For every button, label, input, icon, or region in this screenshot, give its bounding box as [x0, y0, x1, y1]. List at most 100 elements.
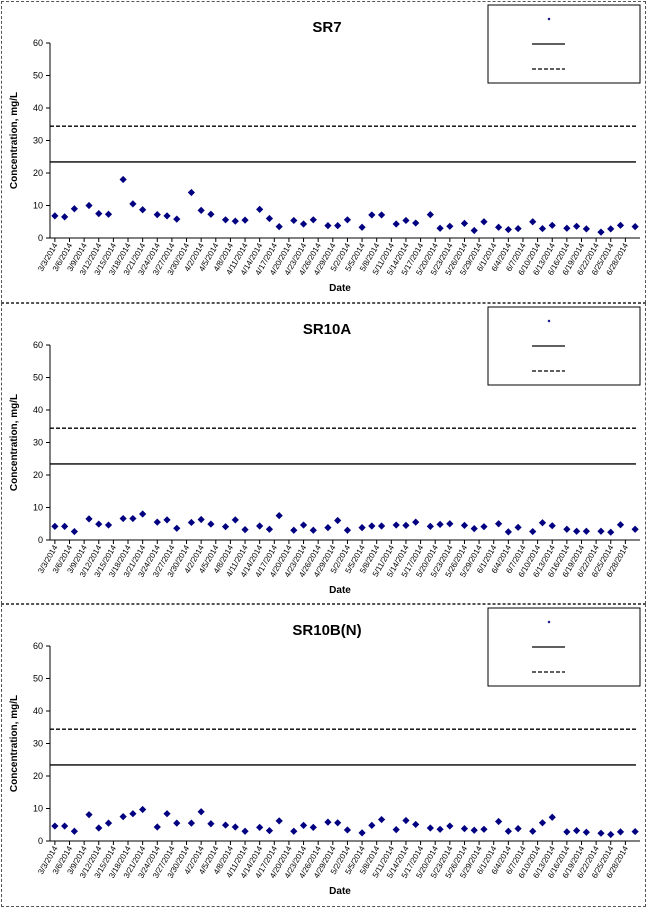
data-point	[446, 520, 454, 528]
data-point	[256, 205, 264, 213]
data-point	[582, 828, 590, 836]
data-point	[119, 514, 127, 523]
data-point	[436, 520, 444, 528]
data-point	[368, 211, 376, 219]
data-point	[563, 224, 571, 232]
legend	[487, 4, 641, 84]
chart-sr10bn: SR10B(N)01020304050603/3/20143/6/20143/9…	[9, 607, 641, 897]
data-point	[95, 824, 103, 832]
data-point	[631, 827, 639, 836]
data-point	[412, 219, 420, 227]
data-point	[529, 827, 537, 835]
data-point	[548, 522, 556, 530]
y-tick-label: 30	[33, 438, 43, 448]
data-point	[324, 222, 332, 230]
data-point	[402, 816, 410, 825]
data-point	[187, 188, 196, 197]
data-point	[538, 224, 547, 233]
data-point	[597, 228, 605, 236]
data-point	[563, 525, 571, 533]
data-point	[607, 830, 615, 839]
data-point	[573, 222, 581, 230]
data-point	[197, 206, 205, 214]
chart-sr7: SR701020304050603/3/20143/6/20143/9/2014…	[9, 4, 641, 294]
data-point	[402, 521, 410, 529]
data-point	[153, 518, 161, 526]
data-point	[377, 522, 386, 530]
data-point	[241, 827, 249, 835]
data-point	[460, 825, 469, 833]
y-axis-label: Concentration, mg/L	[9, 695, 20, 792]
chart-sr10a: SR10A01020304050603/3/20143/6/20143/9/20…	[9, 306, 641, 596]
data-point	[377, 211, 386, 219]
data-point	[231, 516, 239, 524]
data-point	[436, 224, 444, 232]
data-point	[426, 522, 434, 530]
data-point	[187, 518, 196, 527]
data-point	[51, 822, 59, 830]
data-point	[290, 526, 298, 534]
y-tick-label: 40	[33, 405, 43, 415]
data-point	[631, 525, 639, 533]
data-point	[573, 527, 581, 535]
data-point	[426, 211, 434, 219]
data-point	[275, 512, 283, 520]
y-tick-label: 30	[33, 136, 43, 146]
y-tick-label: 50	[33, 674, 43, 684]
data-point	[153, 823, 161, 831]
data-point	[95, 210, 103, 218]
data-point	[377, 815, 386, 824]
y-tick-label: 20	[33, 771, 43, 781]
data-point	[470, 226, 478, 235]
data-point	[597, 527, 605, 535]
legend-marker	[547, 319, 551, 323]
data-point	[309, 526, 317, 534]
data-point	[51, 212, 59, 220]
data-point	[70, 205, 78, 213]
legend-marker	[547, 620, 551, 624]
data-point	[548, 221, 556, 229]
data-point	[368, 522, 376, 530]
chart-panel-sr10bn: SR10B(N) 0 10 20 30 40 50 60 3/3/2014 3/6/2014 3/9…	[1, 604, 646, 907]
y-tick-label: 0	[38, 535, 43, 545]
chart-panel-sr7: SR7 0 10 20 30 40 50 60 3/3/2014 3/6/2014 3/9/2014…	[1, 1, 646, 303]
data-point	[104, 210, 113, 218]
chart-title: SR10A	[303, 321, 352, 338]
y-tick-label: 50	[33, 373, 43, 383]
data-point	[265, 827, 274, 835]
data-point	[480, 825, 488, 833]
data-point	[334, 819, 342, 827]
data-point	[61, 822, 69, 830]
data-point	[119, 175, 127, 184]
data-point	[85, 811, 93, 819]
data-point	[207, 520, 215, 528]
data-point	[616, 828, 625, 836]
data-point	[139, 206, 147, 214]
data-point	[256, 522, 264, 530]
data-point	[494, 520, 503, 528]
data-point	[256, 823, 264, 831]
y-tick-label: 30	[33, 739, 43, 749]
data-point	[480, 218, 488, 226]
data-point	[309, 216, 317, 224]
data-point	[231, 823, 239, 831]
y-tick-label: 60	[33, 340, 43, 350]
data-point	[538, 819, 547, 827]
data-point	[241, 526, 249, 534]
y-tick-label: 10	[33, 503, 43, 513]
data-point	[548, 813, 556, 821]
data-point	[221, 523, 230, 531]
data-point	[460, 521, 469, 529]
data-point	[85, 515, 93, 523]
data-point	[573, 827, 581, 835]
data-point	[197, 808, 205, 816]
data-point	[290, 827, 298, 835]
data-point	[173, 215, 181, 223]
data-point	[334, 222, 342, 230]
data-point	[70, 527, 78, 536]
y-axis-label: Concentration, mg/L	[9, 394, 20, 491]
data-point	[324, 818, 332, 826]
data-point	[358, 829, 366, 837]
data-point	[139, 805, 147, 814]
data-point	[153, 211, 161, 219]
